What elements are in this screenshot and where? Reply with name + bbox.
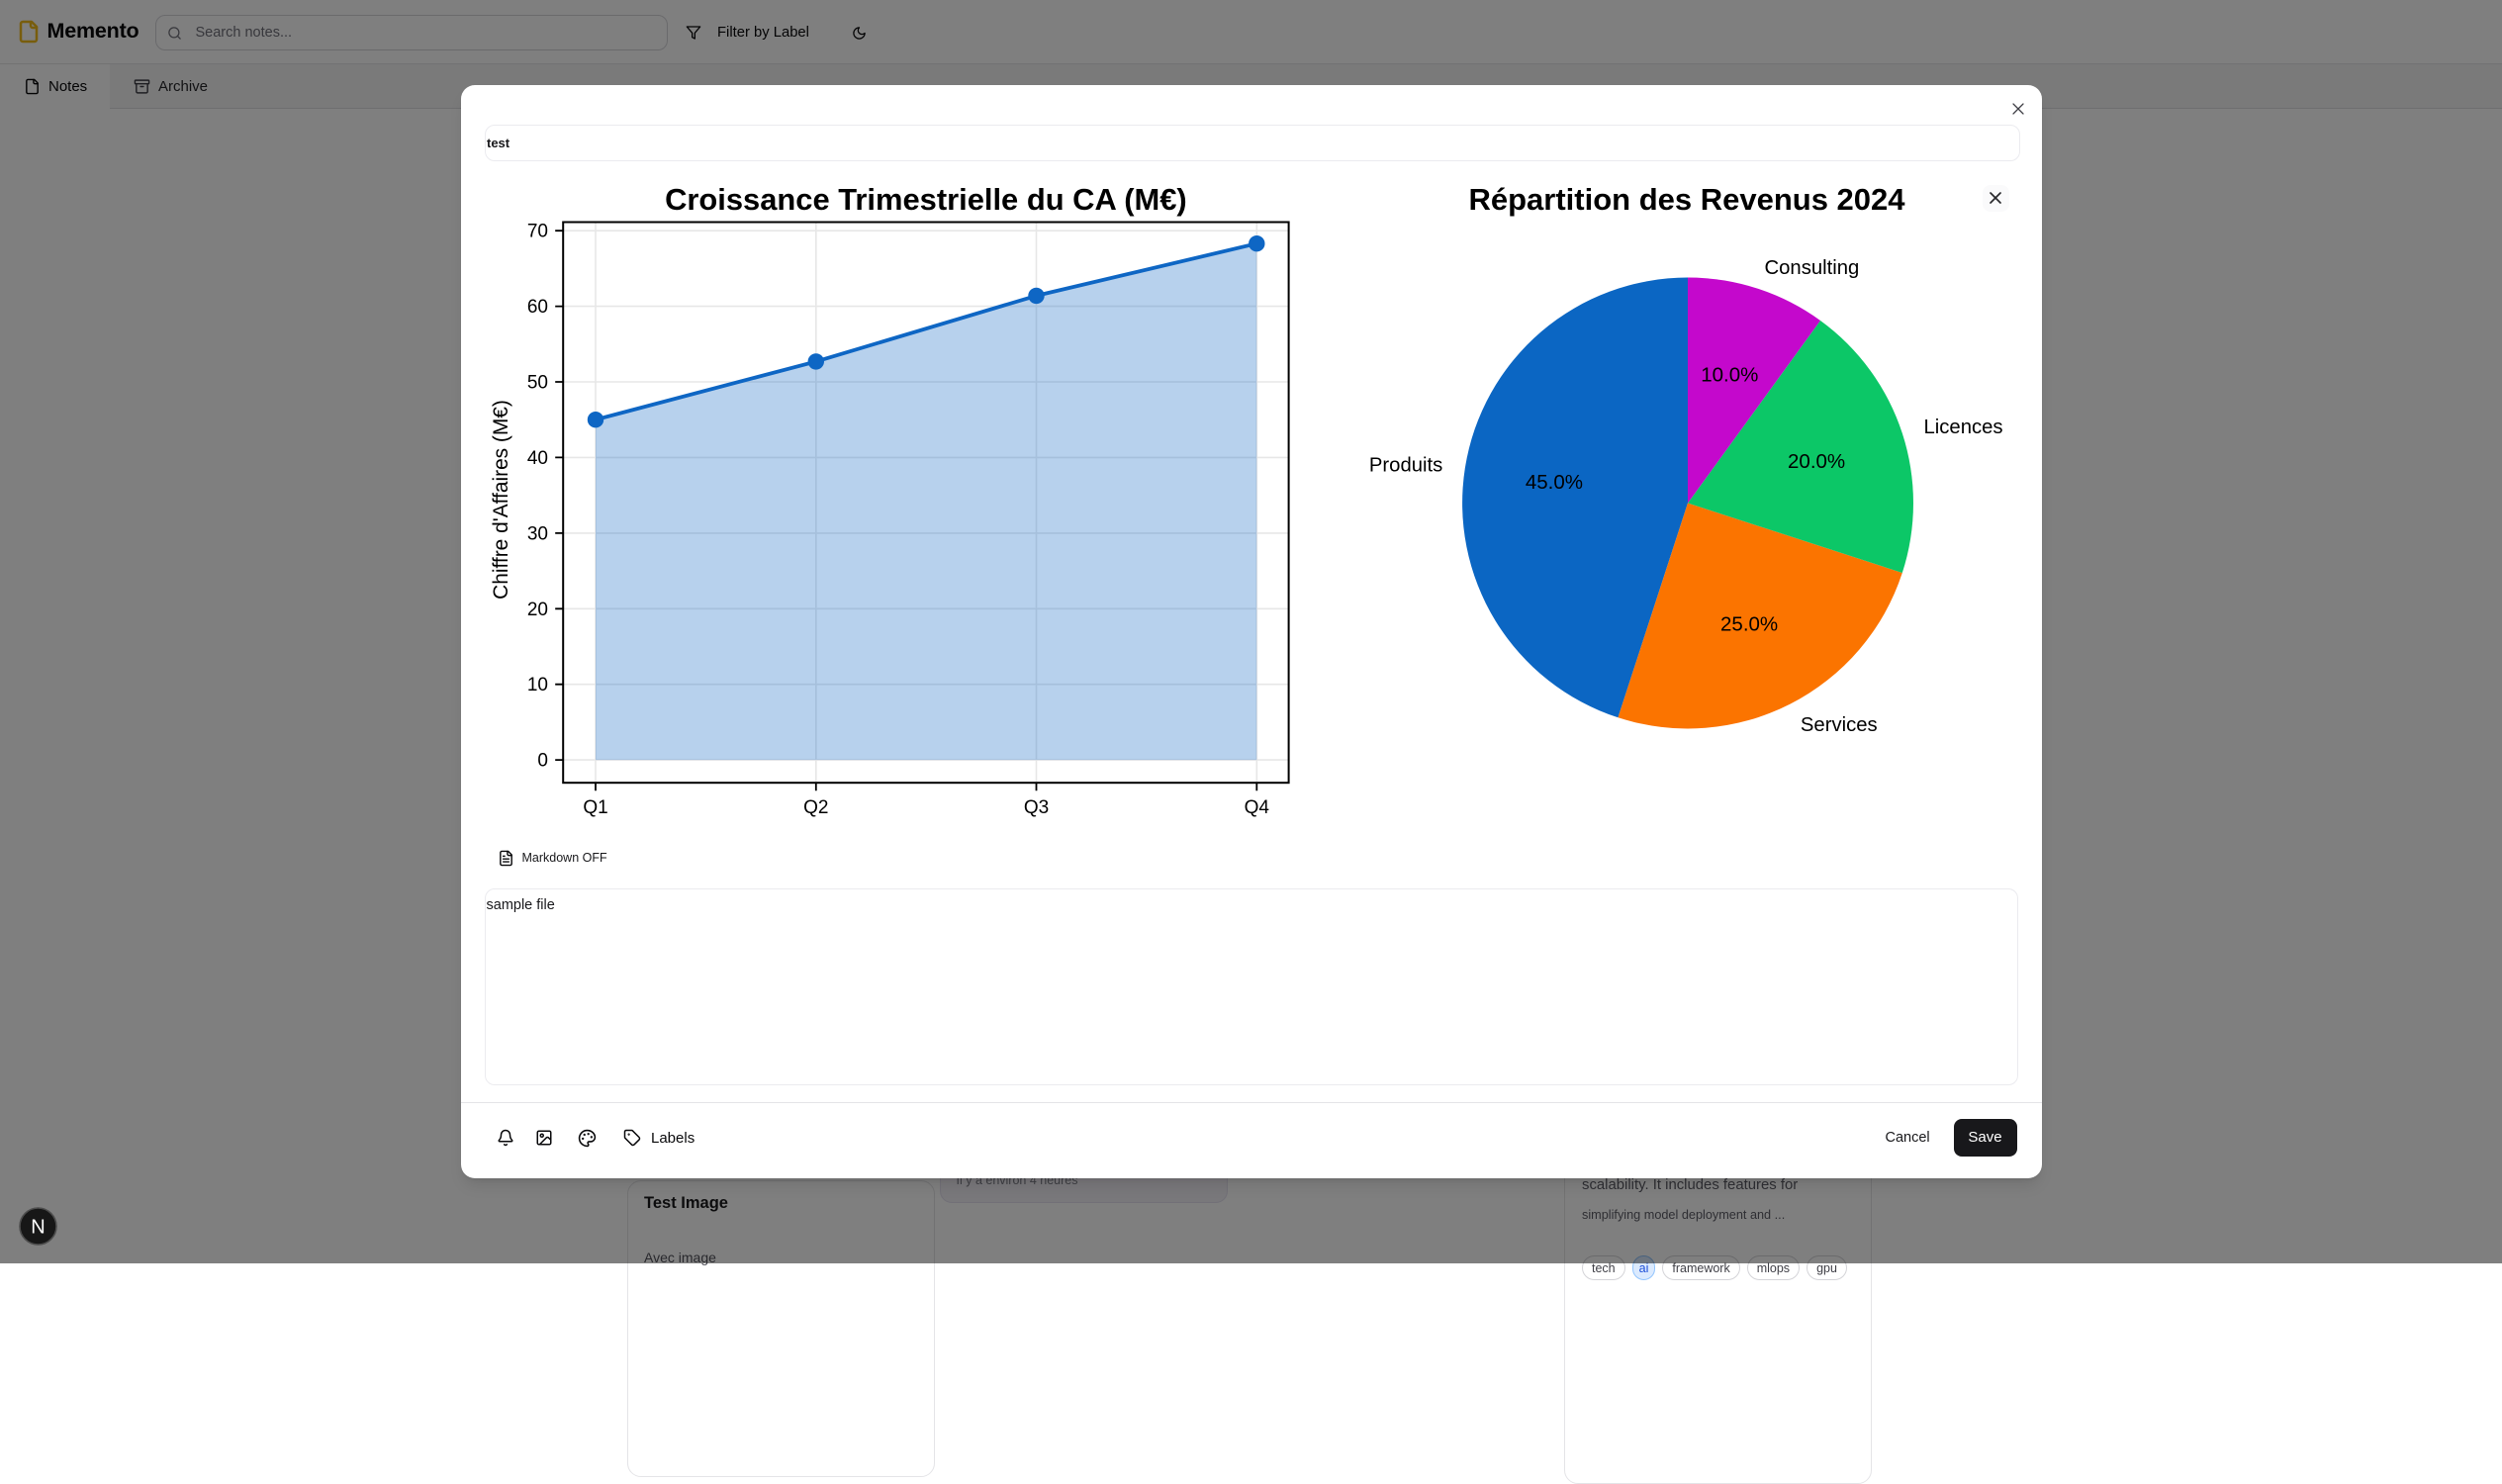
svg-text:Licences: Licences	[1924, 417, 2003, 438]
svg-text:60: 60	[527, 297, 548, 318]
svg-text:N: N	[31, 1216, 45, 1238]
svg-text:Répartition des Revenus 2024: Répartition des Revenus 2024	[1468, 182, 1905, 217]
svg-text:Q3: Q3	[1024, 797, 1049, 818]
svg-text:20: 20	[527, 600, 548, 620]
svg-text:Croissance Trimestrielle du CA: Croissance Trimestrielle du CA (M€)	[665, 182, 1187, 217]
svg-text:Services: Services	[1801, 714, 1878, 736]
svg-text:10: 10	[527, 675, 548, 696]
svg-text:25.0%: 25.0%	[1720, 612, 1778, 635]
svg-text:Q2: Q2	[803, 797, 828, 818]
svg-text:40: 40	[527, 448, 548, 469]
svg-text:Chiffre d'Affaires (M€): Chiffre d'Affaires (M€)	[490, 400, 512, 600]
svg-text:Consulting: Consulting	[1765, 257, 1860, 279]
svg-text:70: 70	[527, 222, 548, 242]
svg-text:30: 30	[527, 523, 548, 544]
svg-text:10.0%: 10.0%	[1701, 363, 1758, 386]
svg-text:0: 0	[537, 751, 548, 772]
svg-text:50: 50	[527, 373, 548, 394]
svg-text:20.0%: 20.0%	[1788, 450, 1845, 473]
svg-text:Q1: Q1	[583, 797, 607, 818]
svg-text:45.0%: 45.0%	[1526, 471, 1583, 494]
svg-text:Produits: Produits	[1369, 454, 1442, 476]
svg-text:Q4: Q4	[1245, 797, 1270, 818]
